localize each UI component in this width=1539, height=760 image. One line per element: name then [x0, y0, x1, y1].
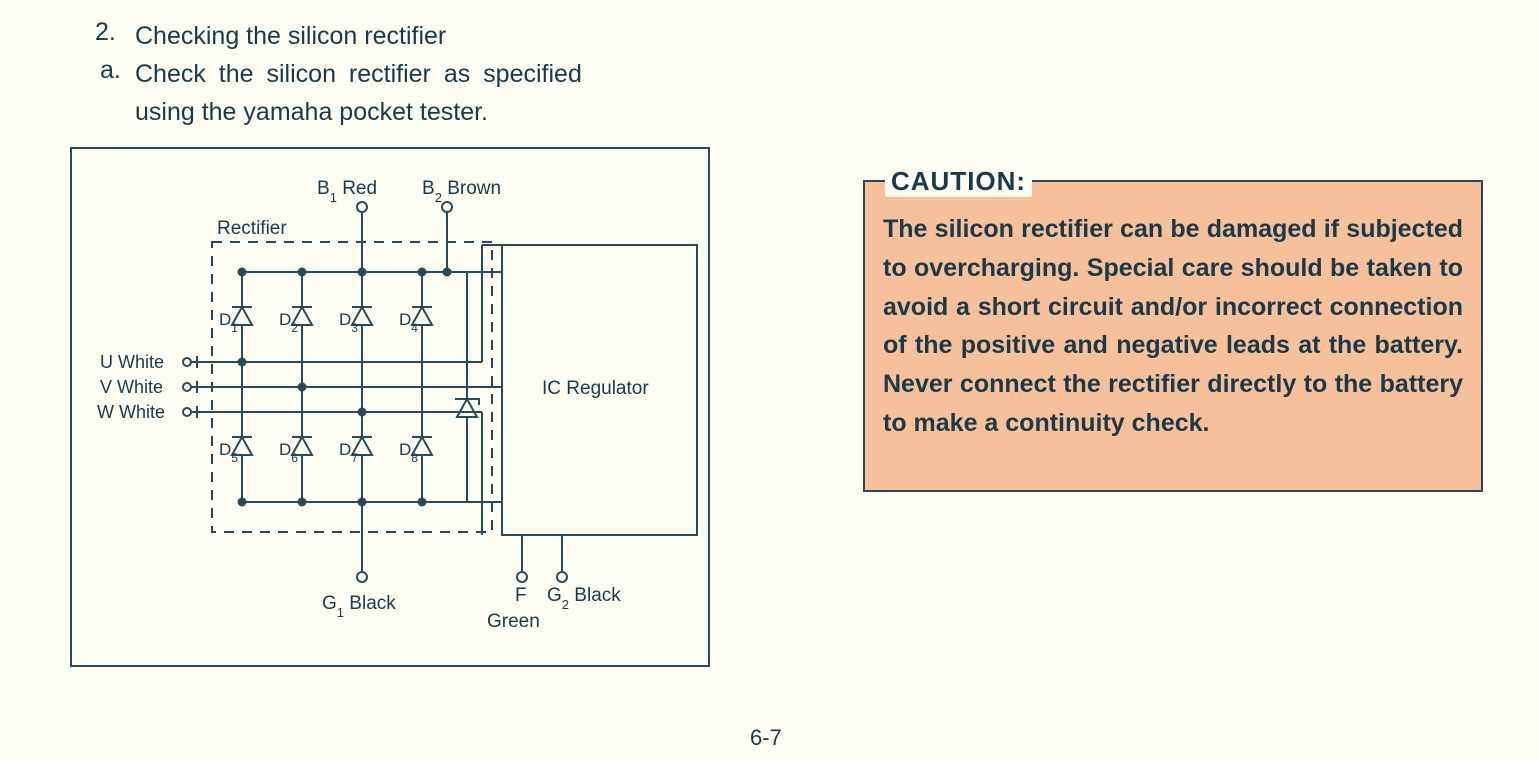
input-w-label: W White	[97, 402, 165, 422]
ic-regulator-label: IC Regulator	[542, 378, 649, 399]
subitem-line2: using the yamaha pocket tester.	[135, 94, 488, 130]
caution-box: The silicon rectifier can be damaged if …	[863, 180, 1483, 492]
rectifier-label: Rectifier	[217, 218, 287, 239]
caution-body-text: The silicon rectifier can be damaged if …	[865, 182, 1481, 461]
heading-text: Checking the silicon rectifier	[135, 18, 446, 54]
page: 2. Checking the silicon rectifier a. Che…	[0, 0, 1539, 760]
f-label: F	[515, 585, 527, 606]
d4-label: D4	[399, 310, 418, 335]
heading-number: 2.	[95, 18, 116, 47]
b2-label: B2 Brown	[422, 178, 501, 205]
d3-label: D3	[339, 310, 358, 335]
subitem-letter: a.	[100, 56, 121, 85]
d6-label: D6	[279, 440, 298, 465]
d2-label: D2	[279, 310, 298, 335]
circuit-diagram-frame: Rectifier IC Regulator U White V White W…	[70, 147, 710, 667]
d7-label: D7	[339, 440, 358, 465]
d5-label: D5	[219, 440, 238, 465]
page-number: 6-7	[750, 725, 782, 751]
g1-label: G1 Black	[322, 593, 396, 620]
g2-label: G2 Black	[547, 585, 621, 612]
input-v-label: V White	[100, 377, 163, 397]
subitem-line1: Check the silicon rectifier as specified	[135, 56, 695, 92]
circuit-diagram-svg: Rectifier IC Regulator U White V White W…	[72, 149, 712, 669]
b1-label: B1 Red	[317, 178, 377, 205]
d1-label: D1	[219, 310, 238, 335]
d8-label: D8	[399, 440, 418, 465]
input-u-label: U White	[100, 352, 164, 372]
f-green-label: Green	[487, 611, 540, 632]
caution-title: CAUTION:	[885, 166, 1032, 197]
